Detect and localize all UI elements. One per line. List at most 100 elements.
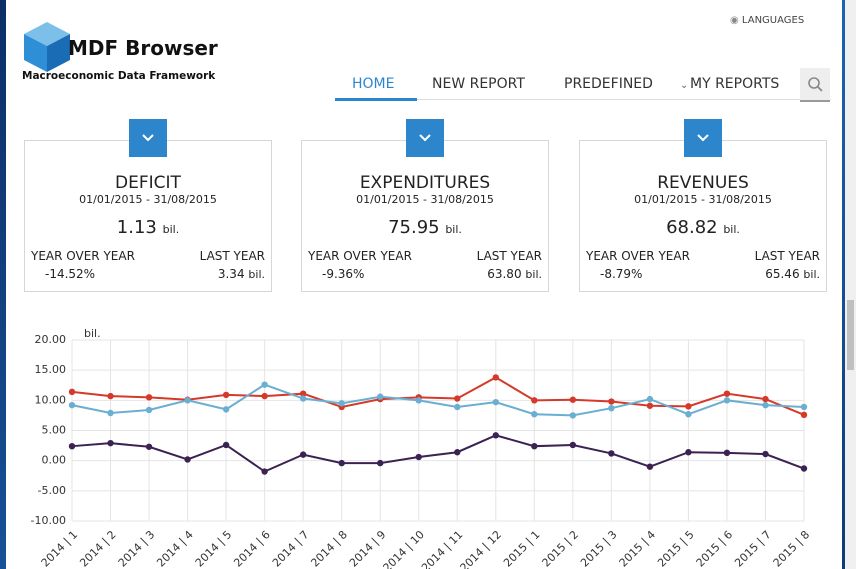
card-period: 01/01/2015 - 31/08/2015 [25,193,271,206]
data-point [300,395,306,401]
yoy-value: -8.79% [600,267,642,281]
x-tick-label: 2015 | 8 [771,528,813,569]
data-point [608,450,614,456]
data-point [261,393,267,399]
card-unit: bil. [163,223,180,236]
yoy-label: YEAR OVER YEAR [31,249,135,263]
data-point [223,406,229,412]
last-year-value: 3.34 [218,267,245,281]
x-tick-label: 2015 | 1 [501,528,543,569]
y-tick-label: 0.00 [42,454,67,467]
data-point [223,392,229,398]
last-year-value: 63.80 [487,267,521,281]
expand-tab[interactable] [129,119,167,157]
data-point [223,442,229,448]
data-point [184,397,190,403]
data-point [261,468,267,474]
card-value: 68.82 [666,217,718,238]
y-tick-label: -5.00 [38,484,66,497]
y-tick-label: -10.00 [31,514,66,527]
languages[interactable]: ◉ LANGUAGES [730,15,804,26]
data-point [801,404,807,410]
summary-card: EXPENDITURES 01/01/2015 - 31/08/2015 75.… [301,140,549,292]
summary-card: DEFICIT 01/01/2015 - 31/08/2015 1.13 bil… [24,140,272,292]
x-tick-label: 2014 | 2 [77,528,119,569]
languages-label[interactable]: LANGUAGES [742,15,804,26]
card-title: DEFICIT [25,173,271,193]
last-year-label: LAST YEAR [200,249,265,263]
data-point [146,394,152,400]
x-tick-label: 2014 | 8 [308,528,350,569]
x-tick-label: 2015 | 7 [732,528,774,569]
data-point [69,402,75,408]
data-point [570,442,576,448]
tagline: Macroeconomic Data Framework [22,70,215,82]
x-tick-label: 2014 | 6 [231,528,273,569]
data-point [146,407,152,413]
yoy-value: -14.52% [45,267,95,281]
data-point [647,403,653,409]
data-point [493,399,499,405]
data-point [685,449,691,455]
data-point [608,398,614,404]
y-tick-label: 15.00 [35,363,67,376]
logo-icon [22,20,72,74]
card-value-row: 1.13 bil. [25,217,271,238]
data-point [107,410,113,416]
data-point [685,411,691,417]
x-tick-label: 2015 | 4 [617,528,659,569]
nav-item[interactable]: MY REPORTS [690,76,779,92]
data-point [647,464,653,470]
logo-text: MDF Browser [68,36,218,60]
data-point [416,454,422,460]
last-year-value: 65.46 [765,267,799,281]
yoy-label: YEAR OVER YEAR [586,249,690,263]
data-point [107,393,113,399]
y-tick-label: 20.00 [35,333,67,346]
data-point [146,444,152,450]
unit-annotation: bil. [84,327,101,340]
yoy-value: -9.36% [322,267,364,281]
search-button[interactable] [800,68,830,102]
card-unit: bil. [445,223,462,236]
card-value: 1.13 [117,217,157,238]
last-year-unit: bil. [525,268,542,281]
data-point [762,396,768,402]
chart: -10.00 -5.00 0.00 5.00 10.00 15.00 20.00 bil. 20… [6,300,842,569]
data-point [184,456,190,462]
nav-item[interactable]: NEW REPORT [432,76,525,92]
data-point [608,405,614,411]
nav-item[interactable]: PREDEFINED [564,76,653,92]
app-panel: MDF Browser Macroeconomic Data Framework… [6,0,842,569]
data-point [531,443,537,449]
dropdown-caret[interactable]: ⌄ [680,80,688,91]
x-tick-label: 2014 | 3 [116,528,158,569]
data-point [377,394,383,400]
y-tick-label: 5.00 [42,424,67,437]
expand-tab[interactable] [406,119,444,157]
data-point [416,397,422,403]
data-point [762,402,768,408]
last-year-unit: bil. [803,268,820,281]
data-point [377,460,383,466]
data-point [493,374,499,380]
data-point [531,411,537,417]
expand-tab[interactable] [684,119,722,157]
series-line [72,435,804,471]
x-tick-label: 2014 | 1 [39,528,81,569]
active-underline [335,98,417,101]
last-year-unit: bil. [248,268,265,281]
data-point [801,465,807,471]
data-point [724,450,730,456]
last-year-row: 3.34 bil. [218,267,265,281]
x-tick-label: 2015 | 6 [694,528,736,569]
nav-item[interactable]: HOME [352,76,394,92]
data-point [493,432,499,438]
data-point [454,449,460,455]
y-tick-label: 10.00 [35,393,67,406]
last-year-label: LAST YEAR [755,249,820,263]
data-point [801,412,807,418]
last-year-label: LAST YEAR [477,249,542,263]
data-point [107,440,113,446]
card-title: EXPENDITURES [302,173,548,193]
